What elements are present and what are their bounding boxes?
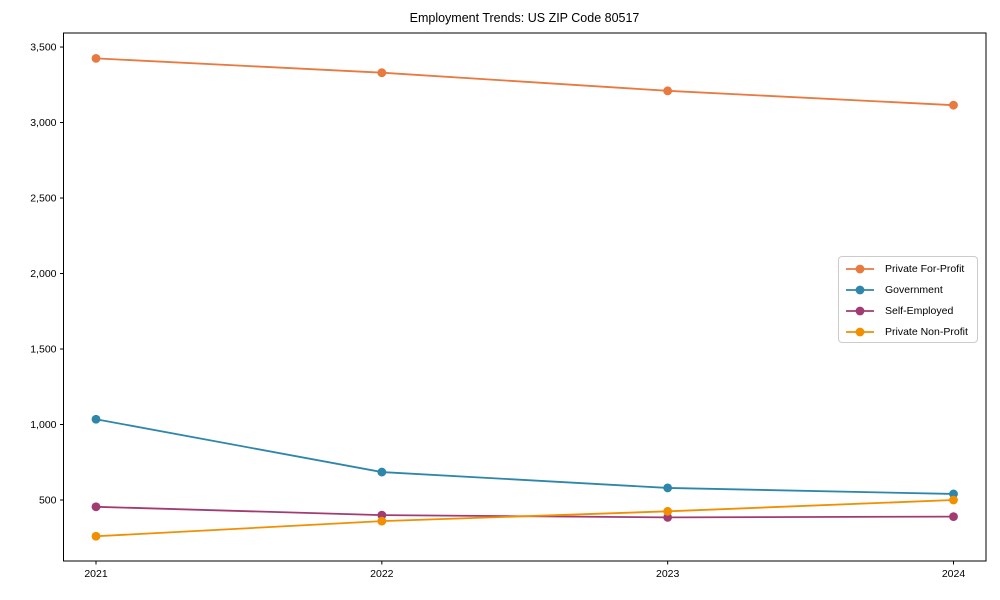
data-point-private-non-profit-2024 — [949, 495, 958, 505]
legend-line-marker-icon — [846, 306, 874, 315]
x-tick-label: 2023 — [656, 568, 680, 580]
x-tick-label: 2024 — [942, 568, 966, 580]
y-tick-label: 500 — [39, 495, 57, 507]
y-tick-label: 3,500 — [30, 42, 56, 54]
series-line-private-non-profit — [95, 499, 955, 538]
legend-item-government: Government — [839, 279, 977, 300]
data-point-private-for-profit-2022 — [377, 68, 387, 78]
data-point-self-employed-2022 — [377, 510, 387, 520]
y-tick-label: 2,500 — [30, 193, 56, 205]
legend-item-self-employed: Self-Employed — [839, 300, 977, 321]
legend-item-private-non-profit: Private Non-Profit — [839, 321, 977, 342]
data-point-private-for-profit-2023 — [663, 86, 673, 96]
legend-label: Government — [885, 283, 943, 296]
plot-frame — [63, 32, 987, 562]
data-point-private-for-profit-2021 — [91, 53, 101, 63]
legend-line-marker-icon — [846, 264, 874, 273]
data-point-self-employed-2021 — [91, 502, 101, 512]
data-point-self-employed-2023 — [663, 512, 673, 522]
data-point-self-employed-2024 — [949, 512, 958, 522]
legend-line-marker-icon — [846, 327, 874, 336]
data-point-government-2021 — [91, 414, 101, 424]
y-tick-label: 1,000 — [30, 419, 56, 431]
y-tick-label: 1,500 — [30, 344, 56, 356]
legend: Private For-Profit Government Self-Emplo… — [838, 256, 978, 343]
legend-label: Self-Employed — [885, 304, 954, 317]
data-point-private-non-profit-2021 — [91, 531, 101, 541]
data-point-private-for-profit-2024 — [949, 100, 958, 110]
legend-label: Private For-Profit — [885, 262, 965, 275]
data-point-private-non-profit-2022 — [377, 516, 387, 526]
series-line-government — [95, 418, 955, 495]
x-tick-label: 2021 — [84, 568, 108, 580]
data-point-government-2024 — [949, 489, 958, 499]
legend-line-marker-icon — [846, 285, 874, 294]
series-line-private-for-profit — [95, 57, 955, 107]
legend-label: Private Non-Profit — [885, 325, 968, 338]
y-tick-label: 3,000 — [30, 117, 56, 129]
data-point-government-2022 — [377, 467, 387, 477]
data-point-government-2023 — [663, 483, 673, 493]
legend-item-private-for-profit: Private For-Profit — [839, 258, 977, 279]
chart-title: Employment Trends: US ZIP Code 80517 — [409, 11, 640, 25]
x-tick-label: 2022 — [370, 568, 394, 580]
y-tick-label: 2,000 — [30, 268, 56, 280]
data-point-private-non-profit-2023 — [663, 506, 673, 516]
